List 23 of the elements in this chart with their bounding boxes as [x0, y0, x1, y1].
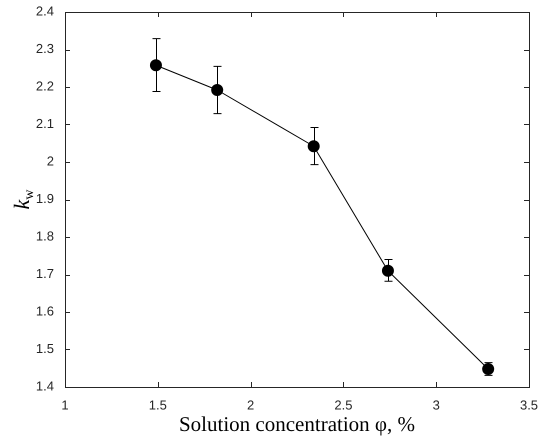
y-tick-label: 1.6 [36, 304, 54, 319]
y-tick-label: 1.4 [36, 378, 54, 394]
point [211, 84, 224, 96]
y-tick-label: 2.2 [36, 78, 54, 94]
point [482, 363, 494, 375]
x-tick-label: 1.5 [148, 397, 167, 412]
point [382, 264, 394, 277]
x-tick-label: 2.5 [334, 397, 352, 412]
y-tick-label: 1.5 [36, 341, 54, 356]
x-tick-label: 1 [61, 397, 69, 412]
point [150, 59, 162, 72]
y-tick-label: 2.4 [36, 4, 54, 19]
y-axis-title: kw [9, 188, 37, 210]
y-tick-label: 1.7 [36, 266, 54, 282]
y-tick-label: 1.9 [36, 191, 54, 206]
y-tick-label: 1.8 [36, 228, 54, 244]
x-tick-label: 3.5 [520, 397, 538, 412]
x-tick-label: 2 [246, 397, 254, 412]
x-tick-label: 3 [432, 397, 440, 412]
y-tick-label: 2.3 [36, 41, 54, 56]
y-tick-label: 2 [46, 154, 54, 169]
y-tick-label: 2.1 [36, 116, 54, 132]
x-axis-title: Solution concentration φ, % [178, 412, 416, 436]
